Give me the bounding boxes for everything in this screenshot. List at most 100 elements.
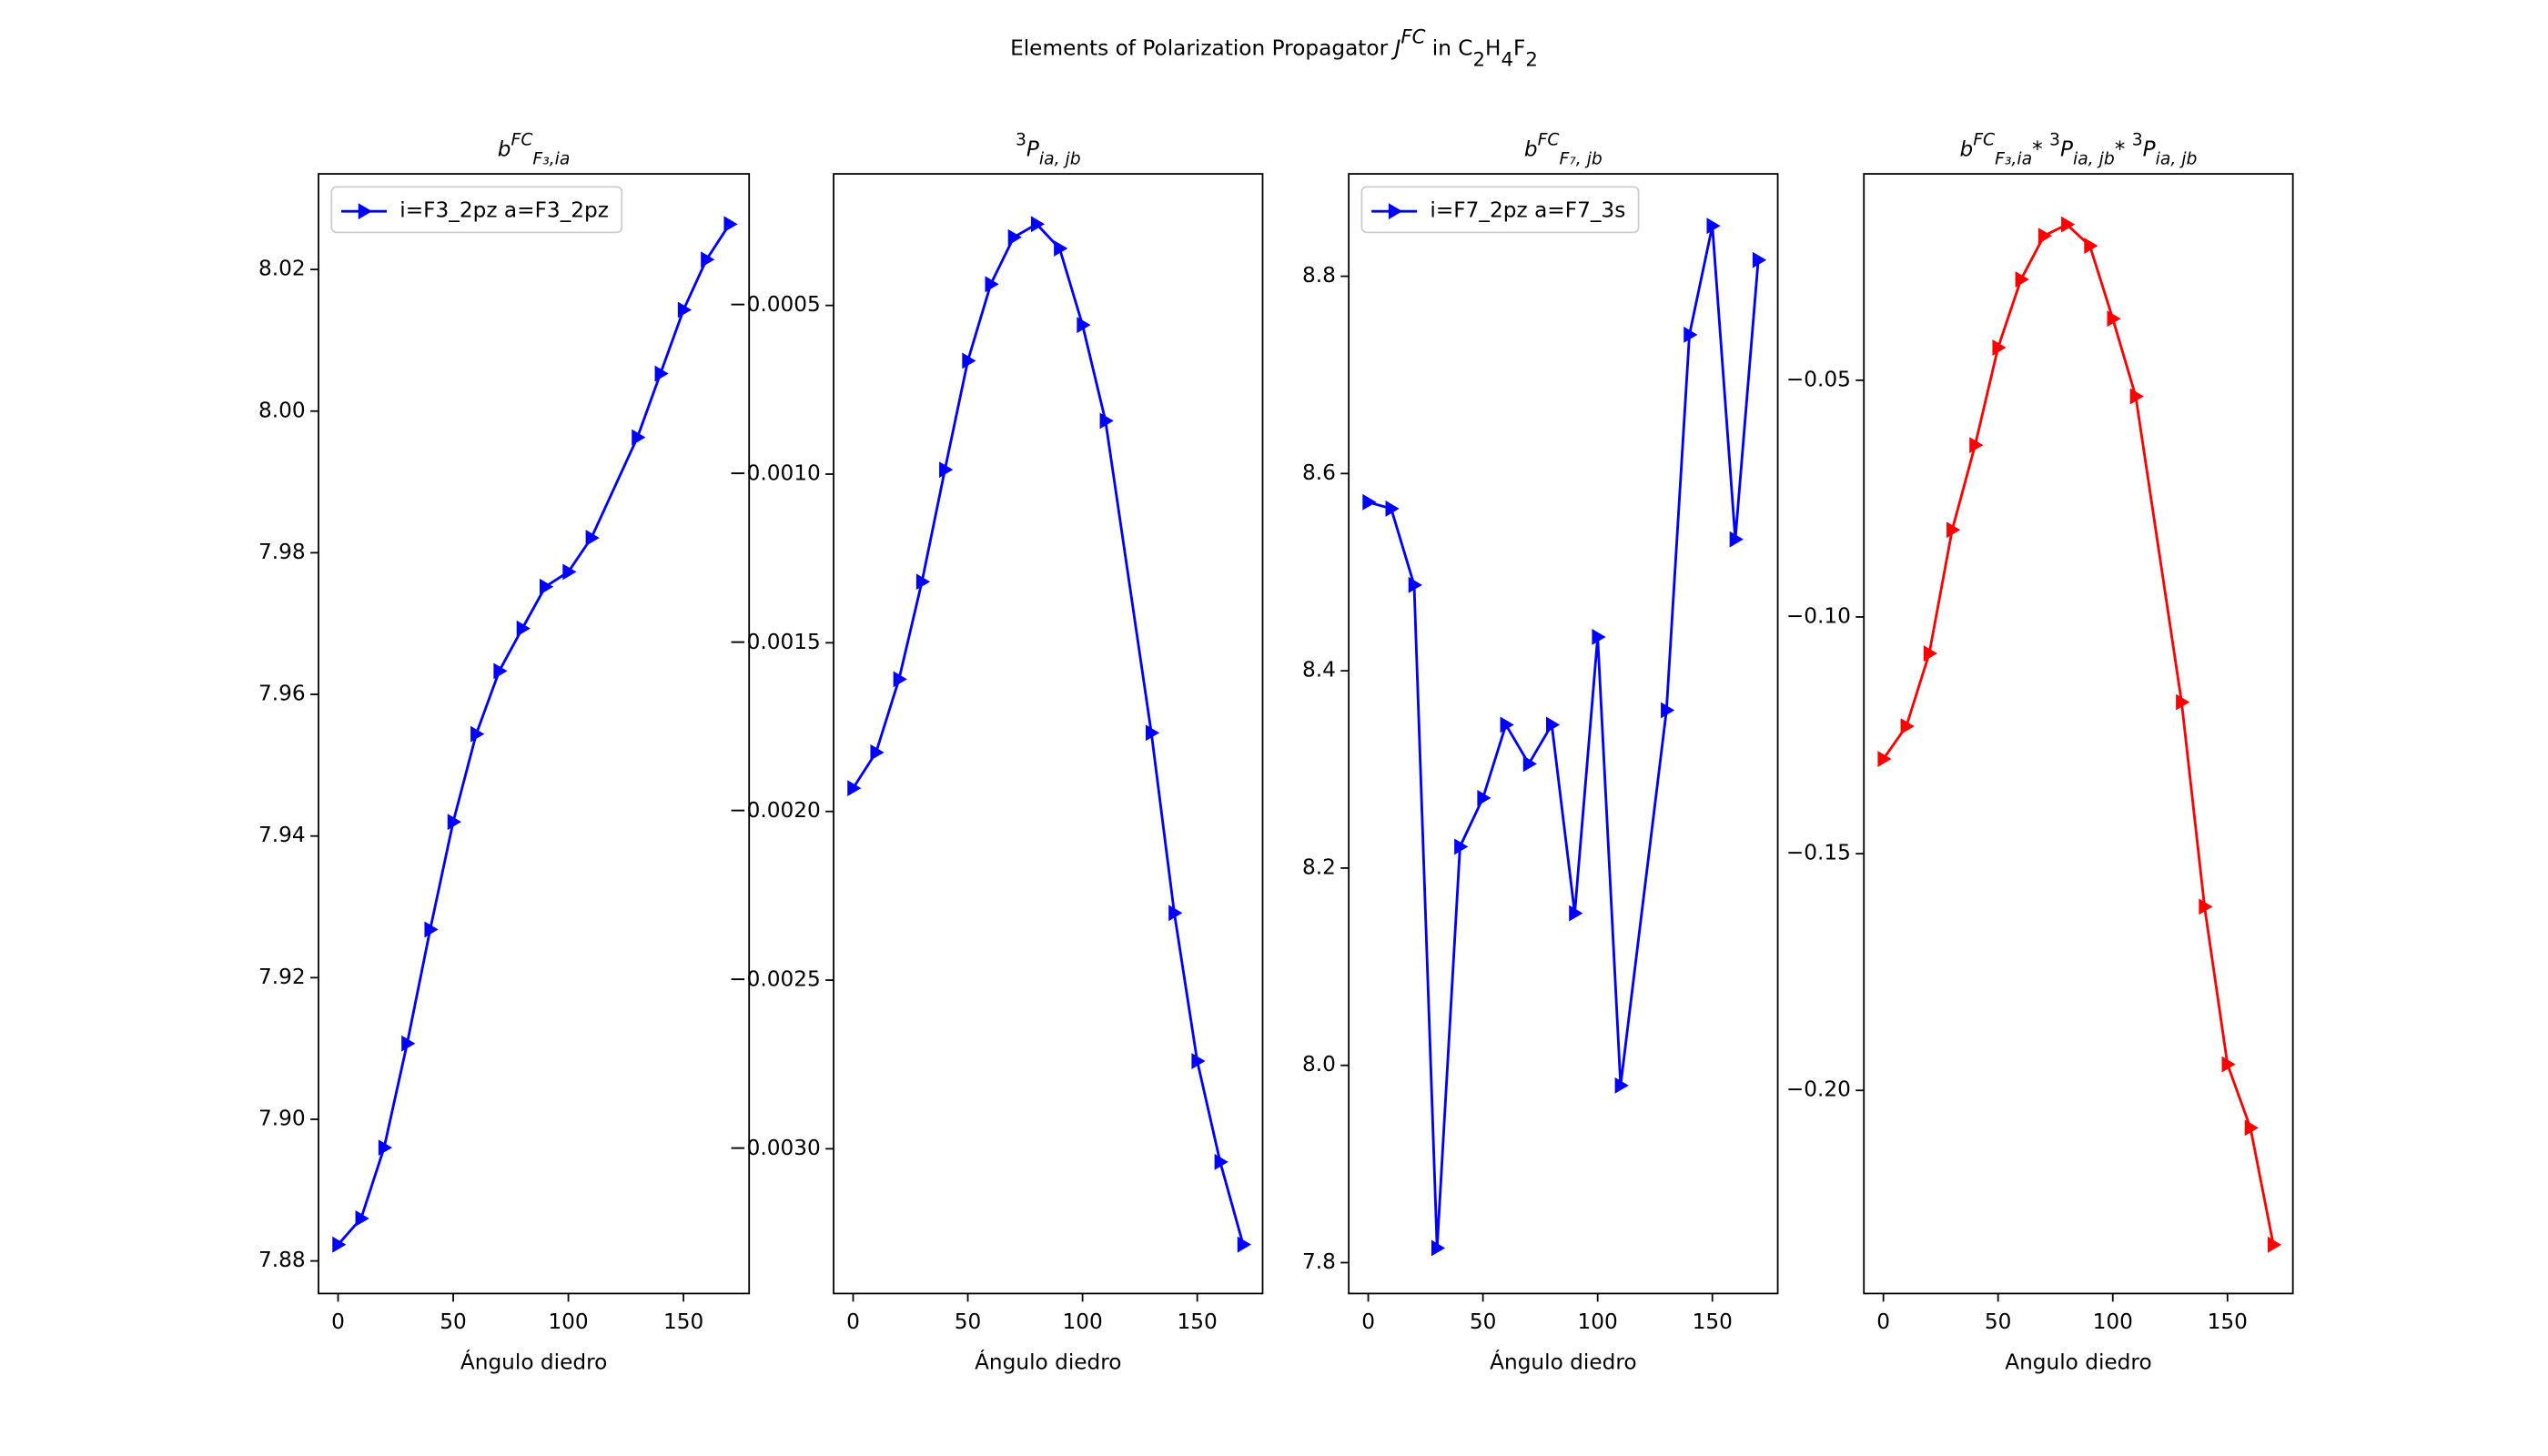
data-point xyxy=(677,301,693,318)
data-point xyxy=(2061,216,2076,233)
data-point xyxy=(870,743,885,761)
title-part: ia, jb xyxy=(1039,149,1081,168)
data-point xyxy=(1729,531,1744,548)
data-point xyxy=(1923,645,1937,662)
y-tick-label: 7.90 xyxy=(258,1106,306,1130)
y-tick-label: −0.0030 xyxy=(729,1136,821,1160)
legend-label: i=F3_2pz a=F3_2pz xyxy=(399,198,609,223)
title-part: b xyxy=(498,136,511,161)
data-point xyxy=(962,352,976,369)
data-point xyxy=(401,1035,416,1052)
data-point xyxy=(1477,789,1491,806)
y-tick-label: −0.15 xyxy=(1786,841,1851,865)
data-point xyxy=(1077,317,1091,334)
legend: i=F3_2pz a=F3_2pz xyxy=(330,186,623,234)
x-tick-label: 100 xyxy=(1578,1309,1618,1334)
data-point xyxy=(1569,905,1583,922)
y-tick-label: 7.8 xyxy=(1302,1249,1336,1274)
data-point xyxy=(1684,326,1698,343)
data-point xyxy=(2244,1119,2259,1137)
title-part: 2 xyxy=(1525,48,1538,71)
data-point xyxy=(1431,1239,1446,1257)
data-point xyxy=(1946,521,1961,539)
data-point xyxy=(632,429,646,446)
legend-marker xyxy=(358,203,372,220)
y-tick-label: −0.0025 xyxy=(729,967,821,992)
title-part: in C xyxy=(1425,35,1472,60)
y-tick-label: −0.20 xyxy=(1786,1077,1851,1102)
title-part: FC xyxy=(1538,130,1561,149)
data-point xyxy=(985,276,999,293)
title-part: F₃,ia xyxy=(532,149,570,168)
y-tick-label: 7.94 xyxy=(258,823,306,847)
x-tick-label: 150 xyxy=(2208,1309,2248,1334)
y-tick-label: −0.10 xyxy=(1786,603,1851,628)
data-point xyxy=(1661,702,1675,719)
data-point xyxy=(447,814,461,831)
title-part: F₇, jb xyxy=(1559,149,1602,168)
title-part: * xyxy=(2032,136,2049,161)
data-point xyxy=(2015,271,2029,288)
x-tick-label: 50 xyxy=(1985,1309,2012,1334)
title-part: P xyxy=(1026,136,1039,161)
data-point xyxy=(1362,493,1377,511)
y-tick-label: 7.92 xyxy=(258,965,306,989)
x-tick-label: 0 xyxy=(331,1309,345,1334)
x-tick-label: 0 xyxy=(846,1309,860,1334)
x-axis-label: Ángulo diedro xyxy=(975,1350,1121,1375)
data-point xyxy=(2107,310,2121,328)
data-point xyxy=(562,563,577,581)
y-tick-label: 7.88 xyxy=(258,1248,306,1272)
data-point xyxy=(355,1210,369,1227)
y-tick-label: 7.98 xyxy=(258,540,306,564)
figure-title: Elements of Polarization Propagator JFC … xyxy=(1010,25,1538,71)
data-point xyxy=(1614,1077,1629,1094)
data-point xyxy=(847,780,862,797)
title-part: P xyxy=(2143,136,2156,161)
data-point xyxy=(723,216,738,233)
y-tick-label: 8.8 xyxy=(1302,263,1336,288)
y-tick-label: 8.6 xyxy=(1302,460,1336,485)
data-point xyxy=(2037,228,2053,245)
data-point xyxy=(2176,693,2190,711)
legend: i=F7_2pz a=F7_3s xyxy=(1360,186,1640,234)
data-point xyxy=(1592,629,1606,645)
data-point xyxy=(1454,838,1469,855)
data-point xyxy=(1237,1236,1251,1253)
x-axis-label: Ángulo diedro xyxy=(1490,1350,1636,1375)
data-point xyxy=(1214,1153,1228,1170)
title-part: 3 xyxy=(1016,130,1026,149)
plot-frame xyxy=(1863,173,2294,1295)
title-part: F xyxy=(1513,35,1525,60)
y-tick-label: 8.00 xyxy=(258,398,306,422)
legend-marker xyxy=(1388,203,1403,220)
legend-label: i=F7_2pz a=F7_3s xyxy=(1430,198,1625,223)
data-point xyxy=(1408,576,1422,593)
x-tick-label: 0 xyxy=(1876,1309,1890,1334)
x-tick-label: 0 xyxy=(1361,1309,1375,1334)
data-point xyxy=(1500,716,1514,733)
y-tick-label: 8.02 xyxy=(258,257,306,281)
title-part: F₃,ia xyxy=(1995,149,2032,168)
y-tick-label: −0.05 xyxy=(1786,367,1851,391)
data-point xyxy=(939,461,954,479)
data-point xyxy=(1969,437,1984,454)
data-point xyxy=(1522,755,1537,773)
data-point xyxy=(1054,240,1068,257)
plot-frame xyxy=(318,173,751,1295)
legend-box xyxy=(1360,186,1640,234)
data-point xyxy=(1191,1053,1206,1069)
data-point xyxy=(516,620,531,637)
data-point xyxy=(1992,339,2007,356)
title-part: FC xyxy=(1973,130,1996,149)
data-point xyxy=(893,671,907,688)
x-tick-label: 50 xyxy=(955,1309,982,1334)
data-point xyxy=(1900,718,1915,735)
data-point xyxy=(332,1236,347,1253)
data-point xyxy=(1168,905,1183,922)
x-tick-label: 150 xyxy=(1693,1309,1733,1334)
data-point xyxy=(2221,1056,2236,1073)
y-tick-label: 8.4 xyxy=(1302,658,1336,682)
